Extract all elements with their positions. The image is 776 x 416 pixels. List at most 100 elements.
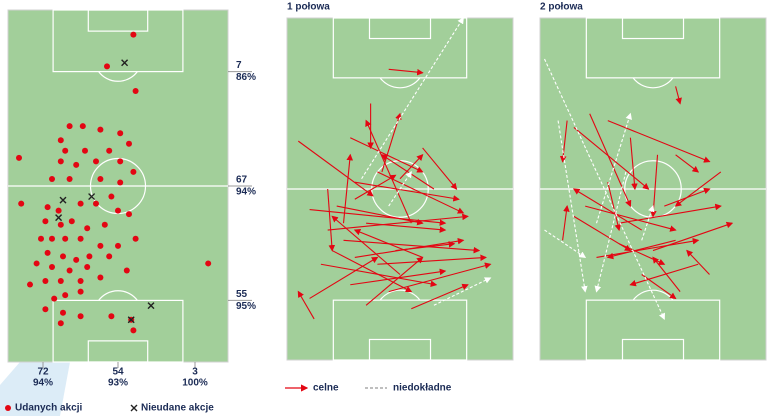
zone-share: 95% [236,301,256,312]
pass-arrow [618,243,666,265]
pass-arrow [327,188,336,252]
failed-action [59,196,67,204]
successful-action [55,207,62,214]
successful-action [66,123,73,130]
pass-arrow [422,147,458,190]
successful-action [27,281,33,288]
successful-action [42,278,49,285]
successful-action [16,154,22,161]
successful-action [205,260,212,267]
successful-action [60,309,66,316]
pass-arrow [674,171,722,207]
pass-arrow [336,205,424,226]
successful-action [62,292,69,299]
pass-arrow [297,290,315,320]
pass-arrow [388,68,424,76]
pass-arrow [664,187,711,207]
pass-arrow [595,112,632,224]
successful-action [60,253,66,260]
pass-arrow [544,58,665,320]
successful-action [44,249,51,256]
successful-action [117,158,124,165]
zone-share: 94% [236,187,256,198]
pass-arrow [354,181,460,202]
pass-arrow [686,249,710,275]
successful-action [77,235,84,242]
successful-action [49,263,55,270]
pass-arrow [353,229,423,258]
successful-action [97,126,104,133]
successful-action [117,130,124,137]
pass-arrow [388,170,412,207]
pass-arrow [619,203,722,224]
pass-arrow [399,154,424,180]
successful-action [97,175,104,182]
legend-label: celne [313,383,339,394]
successful-action [79,123,86,130]
successful-action [108,313,115,320]
successful-action [77,200,84,207]
pass-arrow [342,153,354,224]
successful-action [84,225,91,232]
successful-action [77,313,84,320]
pass-arrow [544,229,587,259]
pass-arrow [607,182,622,232]
successful-action [18,200,25,207]
failed-action [127,316,135,324]
panel-title: 1 połowa [287,2,330,13]
successful-action [115,207,121,214]
successful-action [42,218,49,225]
successful-action [132,87,139,94]
legend-label: niedokładne [393,383,452,394]
pass-arrow [675,86,682,105]
pass-arrow [585,205,677,232]
successful-action [62,235,69,242]
pass-arrow [395,241,456,252]
pass-arrow [652,256,681,292]
successful-action [77,288,84,295]
channel-share: 93% [108,378,128,389]
successful-action [57,158,64,165]
pass-arrow [629,263,699,287]
penalty-arc [98,71,138,82]
goal-box [87,9,149,32]
successful-action [97,242,104,249]
pass-arrow [572,188,642,231]
pass-arrow [366,222,447,233]
pass-arrow [675,154,700,173]
successful-action [66,175,73,182]
successful-action [86,253,93,260]
channel-count: 54 [112,367,124,378]
successful-action [108,193,115,200]
failed-action [55,214,63,222]
channel-count: 3 [192,367,198,378]
zone-share: 86% [236,72,256,83]
pass-arrow [354,174,397,200]
successful-action [44,204,51,211]
highlight [0,362,70,416]
pass-arrow [343,239,481,254]
penalty-arc [632,77,674,89]
successful-action [57,137,64,144]
successful-action [57,320,64,327]
successful-action [93,200,99,207]
successful-action [33,260,40,267]
successful-action [123,267,130,274]
legend-label: Udanych akcji [15,403,82,414]
pass-arrow [557,120,588,293]
successful-action [106,147,113,154]
successful-action [130,327,137,334]
successful-action [93,158,99,165]
successful-action [101,221,108,228]
successful-action [51,295,58,302]
successful-action [132,235,139,242]
pass-arrow [433,277,492,306]
pass-arrow [411,283,469,310]
successful-action [82,147,88,154]
successful-action [106,253,113,260]
successful-action [115,242,121,249]
legend-marker [5,405,11,411]
pass-arrow [327,213,469,231]
pass-arrow [607,120,711,163]
